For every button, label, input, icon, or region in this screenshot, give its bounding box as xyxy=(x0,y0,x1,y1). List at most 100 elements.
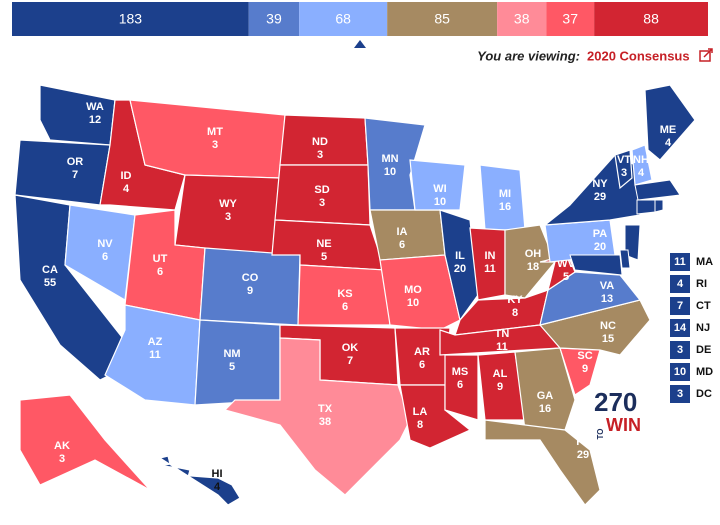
state-abbr: HI xyxy=(212,468,223,480)
legend-ev: 7 xyxy=(677,300,683,312)
state-ev: 11 xyxy=(496,341,508,353)
state-ev: 7 xyxy=(347,355,353,367)
legend-box xyxy=(670,363,690,381)
state-ev: 9 xyxy=(247,285,253,297)
state-abbr: AK xyxy=(54,440,70,452)
logo-win: WIN xyxy=(606,415,641,435)
state-abbr: WI xyxy=(433,183,446,195)
legend-abbr: CT xyxy=(696,300,711,312)
state xyxy=(223,337,411,496)
legend-box xyxy=(670,275,690,293)
state-abbr: TN xyxy=(495,328,510,340)
state-ev: 16 xyxy=(539,403,551,415)
state xyxy=(129,99,286,179)
state xyxy=(631,144,653,186)
state-ev: 3 xyxy=(225,211,231,223)
state xyxy=(409,159,466,211)
state xyxy=(379,254,461,331)
state-abbr: SC xyxy=(577,350,592,362)
legend-box xyxy=(670,341,690,359)
logo: 270 TO WIN xyxy=(594,387,641,440)
state-abbr: LA xyxy=(413,406,428,418)
state xyxy=(569,254,623,276)
state-ev: 6 xyxy=(457,379,463,391)
segment-value: 68 xyxy=(335,11,351,27)
state-ev: 5 xyxy=(321,251,327,263)
state-ev: 3 xyxy=(59,453,65,465)
state-ev: 20 xyxy=(594,241,606,253)
state-abbr: NM xyxy=(223,348,240,360)
legend-ev: 11 xyxy=(674,256,686,268)
state xyxy=(654,199,664,213)
bar-segment xyxy=(546,2,595,36)
state xyxy=(634,179,681,201)
state xyxy=(194,319,281,406)
state-abbr: OR xyxy=(67,156,84,168)
bar-segment xyxy=(497,2,547,36)
legend-ev: 10 xyxy=(674,366,686,378)
state-abbr: TX xyxy=(318,403,333,415)
state-ev: 6 xyxy=(342,301,348,313)
legend-box xyxy=(670,253,690,271)
state-abbr: WA xyxy=(86,101,104,113)
state-abbr: UT xyxy=(153,253,168,265)
state-abbr: MS xyxy=(452,366,469,378)
legend-abbr: DC xyxy=(696,388,712,400)
state xyxy=(444,354,479,421)
state-ev: 4 xyxy=(638,167,645,179)
state-ev: 3 xyxy=(621,167,627,179)
bar-pointer xyxy=(354,40,366,48)
state-abbr: VA xyxy=(600,280,615,292)
viewing-link[interactable]: 2020 Consensus xyxy=(587,48,690,63)
state-ev: 38 xyxy=(319,416,331,428)
bar-segment xyxy=(594,2,708,36)
external-link-icon[interactable] xyxy=(699,48,713,62)
bar-segment xyxy=(299,2,388,36)
state-ev: 10 xyxy=(434,196,446,208)
state xyxy=(539,271,642,326)
state-abbr: CO xyxy=(242,272,259,284)
legend-abbr: DE xyxy=(696,344,711,356)
legend-abbr: NJ xyxy=(696,322,710,334)
state xyxy=(514,347,576,431)
state xyxy=(14,139,111,206)
bar-segment xyxy=(12,2,249,36)
state-abbr: OH xyxy=(525,248,542,260)
segment-value: 85 xyxy=(434,11,450,27)
state xyxy=(158,455,241,506)
state-abbr: NH xyxy=(633,154,649,166)
state xyxy=(614,149,633,190)
state-abbr: KS xyxy=(337,288,352,300)
state-abbr: IN xyxy=(485,250,496,262)
state-ev: 8 xyxy=(417,419,423,431)
state-ev: 8 xyxy=(512,307,518,319)
state-ev: 55 xyxy=(44,277,56,289)
state-ev: 4 xyxy=(214,481,221,493)
small-state-legend: 11 MA 4 RI 7 CT 14 NJ 3 DE 10 MD 3 DC xyxy=(670,253,713,403)
state xyxy=(369,209,446,261)
state-abbr: NE xyxy=(316,238,331,250)
state-abbr: NY xyxy=(592,178,608,190)
state-abbr: CA xyxy=(42,264,58,276)
state-abbr: AL xyxy=(493,368,508,380)
state-ev: 7 xyxy=(72,169,78,181)
state-abbr: SD xyxy=(314,184,329,196)
state-abbr: IA xyxy=(397,226,408,238)
state xyxy=(39,84,116,146)
state xyxy=(439,209,479,322)
state-ev: 11 xyxy=(484,263,496,275)
state-ev: 9 xyxy=(497,381,503,393)
state-ev: 13 xyxy=(601,293,613,305)
state xyxy=(624,224,641,261)
segment-value: 183 xyxy=(119,11,143,27)
state xyxy=(504,224,556,299)
state-ev: 6 xyxy=(399,239,405,251)
state-ev: 15 xyxy=(602,333,614,345)
state-abbr: MN xyxy=(381,153,398,165)
state-ev: 10 xyxy=(384,166,396,178)
legend-ev: 4 xyxy=(677,278,684,290)
state-ev: 9 xyxy=(582,363,588,375)
state xyxy=(619,249,631,269)
legend-box xyxy=(670,297,690,315)
